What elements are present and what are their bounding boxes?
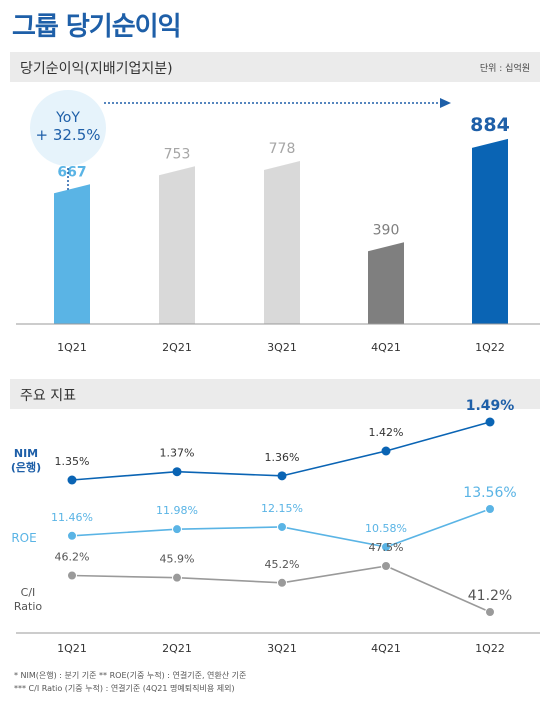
roe-series-label: ROE <box>11 531 36 545</box>
bar-1Q22 <box>472 138 508 324</box>
series-point <box>381 542 391 552</box>
data-label: 1.37% <box>160 447 195 460</box>
nim-series-sublabel: (은행) <box>11 460 41 474</box>
data-label: 45.2% <box>265 558 300 571</box>
ci-series-sublabel: Ratio <box>14 600 43 613</box>
series-point <box>172 467 182 477</box>
data-label: 46.2% <box>55 550 90 563</box>
bar-x-tick-label: 4Q21 <box>371 341 401 354</box>
data-label: 11.98% <box>156 504 198 517</box>
bar-x-tick-label: 1Q22 <box>475 341 505 354</box>
bar-4Q21 <box>368 242 404 324</box>
data-label: 13.56% <box>463 485 516 501</box>
bar-value-label: 884 <box>470 114 510 136</box>
data-label: 1.35% <box>55 455 90 468</box>
series-point <box>381 446 391 456</box>
bar-x-tick-label: 1Q21 <box>57 341 87 354</box>
data-label: 45.9% <box>160 553 195 566</box>
footnote-2: *** C/I Ratio (기중 누적) : 연결기준 (4Q21 명예퇴직비… <box>14 684 235 693</box>
bar-value-label: 778 <box>269 141 296 157</box>
series-point <box>67 530 77 541</box>
page-title: 그룹 당기순이익 <box>12 12 181 42</box>
data-label: 41.2% <box>468 588 512 604</box>
series-point <box>277 471 287 481</box>
nim-series-label: NIM <box>14 447 38 460</box>
ci-series-label: C/I <box>21 586 36 599</box>
data-label: 11.46% <box>51 511 93 524</box>
unit-label: 단위 : 십억원 <box>479 64 530 74</box>
bar-value-label: 390 <box>373 222 400 238</box>
line-x-tick-label: 2Q21 <box>162 642 192 655</box>
line-x-tick-label: 3Q21 <box>267 642 297 655</box>
series-point <box>485 417 495 427</box>
line-x-tick-label: 1Q22 <box>475 642 505 655</box>
yoy-label: YoY <box>55 110 80 126</box>
series-point <box>277 577 287 588</box>
series-point <box>485 607 495 617</box>
bar-2Q21 <box>159 166 195 324</box>
net-income-section-header: 당기순이익(지배기업지분) 단위 : 십억원 <box>10 52 540 82</box>
series-point <box>172 524 182 535</box>
bar-x-tick-label: 3Q21 <box>267 341 297 354</box>
net-income-section-label: 당기순이익(지배기업지분) <box>20 61 173 77</box>
bar-value-label: 667 <box>57 164 86 180</box>
key-indicators-section-label: 주요 지표 <box>20 388 76 404</box>
footnote-1: * NIM(은행) : 분기 기준 ** ROE(기중 누적) : 연결기준, … <box>14 671 247 680</box>
series-point <box>277 521 287 532</box>
bar-3Q21 <box>264 161 300 324</box>
yoy-bubble <box>30 90 106 166</box>
series-point <box>172 572 182 583</box>
data-label: 1.42% <box>369 426 404 439</box>
key-indicators-section-header: 주요 지표 <box>10 379 540 409</box>
series-point <box>485 504 495 514</box>
series-point <box>381 561 391 571</box>
data-label: 47.5% <box>369 541 404 554</box>
bar-value-label: 753 <box>164 146 191 162</box>
line-x-tick-label: 4Q21 <box>371 642 401 655</box>
line-x-tick-label: 1Q21 <box>57 642 87 655</box>
yoy-arrowhead <box>440 98 451 108</box>
series-line-2 <box>71 565 491 613</box>
series-point <box>67 570 77 581</box>
data-label: 1.36% <box>265 451 300 464</box>
data-label: 1.49% <box>466 398 515 414</box>
series-point <box>67 475 77 485</box>
yoy-value: + 32.5% <box>36 126 101 144</box>
data-label: 12.15% <box>261 502 303 515</box>
data-label: 10.58% <box>365 522 407 535</box>
bar-x-tick-label: 2Q21 <box>162 341 192 354</box>
bar-1Q21 <box>54 184 90 324</box>
